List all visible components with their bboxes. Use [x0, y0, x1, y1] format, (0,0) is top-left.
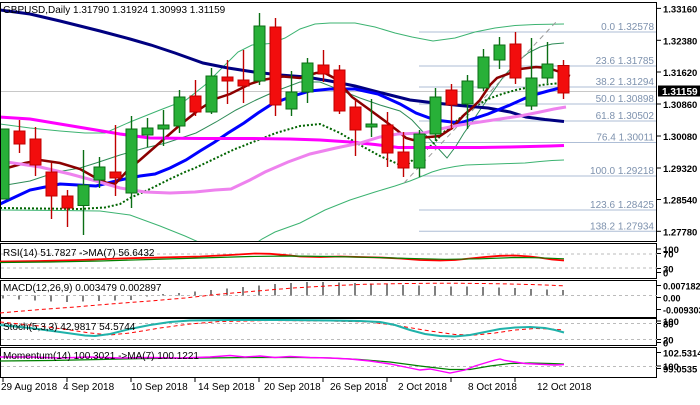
svg-text:80: 80 — [663, 320, 674, 331]
svg-text:-0.009303: -0.009303 — [663, 306, 700, 316]
svg-text:100: 100 — [663, 245, 679, 256]
svg-text:138.2 1.27934: 138.2 1.27934 — [590, 221, 654, 232]
svg-text:0: 0 — [663, 269, 668, 280]
svg-text:1.30860: 1.30860 — [663, 100, 697, 111]
svg-text:20: 20 — [663, 336, 674, 347]
svg-text:1.27780: 1.27780 — [663, 227, 697, 238]
svg-text:38.2 1.31294: 38.2 1.31294 — [596, 77, 655, 88]
svg-text:50.0 1.30898: 50.0 1.30898 — [596, 94, 655, 105]
svg-text:Stoch(5,3,3) 42.9817 54.5744: Stoch(5,3,3) 42.9817 54.5744 — [3, 322, 136, 333]
svg-text:10 Sep 2018: 10 Sep 2018 — [131, 382, 188, 393]
svg-text:MACD(12,26,9) 0.003479 0.00289: MACD(12,26,9) 0.003479 0.002897 — [3, 283, 162, 294]
svg-text:29 Aug 2018: 29 Aug 2018 — [1, 382, 58, 393]
svg-text:2 Oct 2018: 2 Oct 2018 — [398, 382, 447, 393]
svg-text:1.31620: 1.31620 — [663, 68, 697, 79]
svg-text:8 Oct 2018: 8 Oct 2018 — [468, 382, 517, 393]
svg-text:Momentum(14) 100.3021 ->MA(7): Momentum(14) 100.3021 ->MA(7) 100.1221 — [3, 351, 199, 362]
svg-text:4 Sep 2018: 4 Sep 2018 — [63, 382, 115, 393]
svg-text:0.00: 0.00 — [663, 294, 681, 304]
svg-text:23.6 1.31785: 23.6 1.31785 — [596, 56, 655, 67]
svg-text:100: 100 — [663, 317, 679, 328]
svg-text:1.29320: 1.29320 — [663, 164, 697, 175]
svg-text:20 Sep 2018: 20 Sep 2018 — [264, 382, 321, 393]
svg-text:102.5314: 102.5314 — [663, 349, 700, 360]
svg-text:76.4 1.30011: 76.4 1.30011 — [596, 133, 654, 144]
svg-text:1.31159: 1.31159 — [662, 87, 698, 98]
svg-text:14 Sep 2018: 14 Sep 2018 — [198, 382, 255, 393]
svg-text:26 Sep 2018: 26 Sep 2018 — [330, 382, 387, 393]
svg-text:12 Oct 2018: 12 Oct 2018 — [537, 382, 592, 393]
svg-text:61.8 1.30502: 61.8 1.30502 — [596, 111, 655, 122]
svg-text:0.007182: 0.007182 — [663, 282, 700, 292]
svg-text:1.28540: 1.28540 — [663, 196, 697, 207]
svg-text:0.0 1.32578: 0.0 1.32578 — [601, 22, 654, 33]
svg-text:99.0535: 99.0535 — [663, 365, 698, 376]
svg-text:123.6 1.28425: 123.6 1.28425 — [590, 200, 654, 211]
svg-text:70: 70 — [663, 250, 674, 261]
svg-text:100: 100 — [663, 362, 679, 373]
svg-text:100.0 1.29218: 100.0 1.29218 — [590, 166, 654, 177]
svg-text:30: 30 — [663, 265, 674, 276]
svg-text:RSI(14) 51.7827 ->MA(7) 56.64: RSI(14) 51.7827 ->MA(7) 56.6432 — [3, 248, 155, 259]
svg-text:1.30080: 1.30080 — [663, 132, 697, 143]
svg-text:0: 0 — [663, 339, 668, 350]
svg-text:1.33160: 1.33160 — [663, 4, 697, 15]
svg-text:GBPUSD,Daily 1.31790 1.31924: GBPUSD,Daily 1.31790 1.31924 1.30993 1.3… — [3, 5, 226, 16]
svg-text:1.32380: 1.32380 — [663, 36, 697, 47]
